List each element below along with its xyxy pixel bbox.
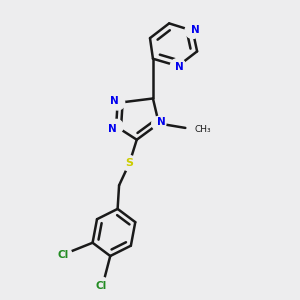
Circle shape [170,58,186,74]
Text: N: N [108,124,116,134]
Text: CH₃: CH₃ [194,125,211,134]
Text: Cl: Cl [96,281,107,291]
Circle shape [122,156,137,171]
Circle shape [152,116,166,130]
Text: N: N [158,117,166,127]
Circle shape [93,277,110,295]
Text: N: N [175,62,184,72]
Text: Cl: Cl [58,250,69,260]
Text: N: N [191,25,200,35]
Text: N: N [110,95,118,106]
Circle shape [54,246,72,264]
Circle shape [185,23,200,38]
Circle shape [110,96,125,110]
Text: S: S [125,158,134,168]
Circle shape [109,119,123,134]
